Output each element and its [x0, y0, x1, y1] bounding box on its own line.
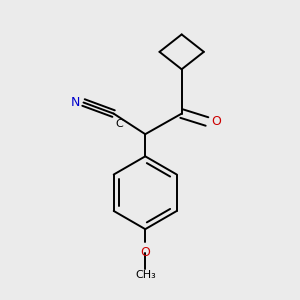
Text: N: N — [70, 96, 80, 109]
Text: CH₃: CH₃ — [135, 270, 156, 280]
Text: C: C — [115, 119, 123, 129]
Text: O: O — [211, 115, 221, 128]
Text: O: O — [140, 246, 150, 259]
